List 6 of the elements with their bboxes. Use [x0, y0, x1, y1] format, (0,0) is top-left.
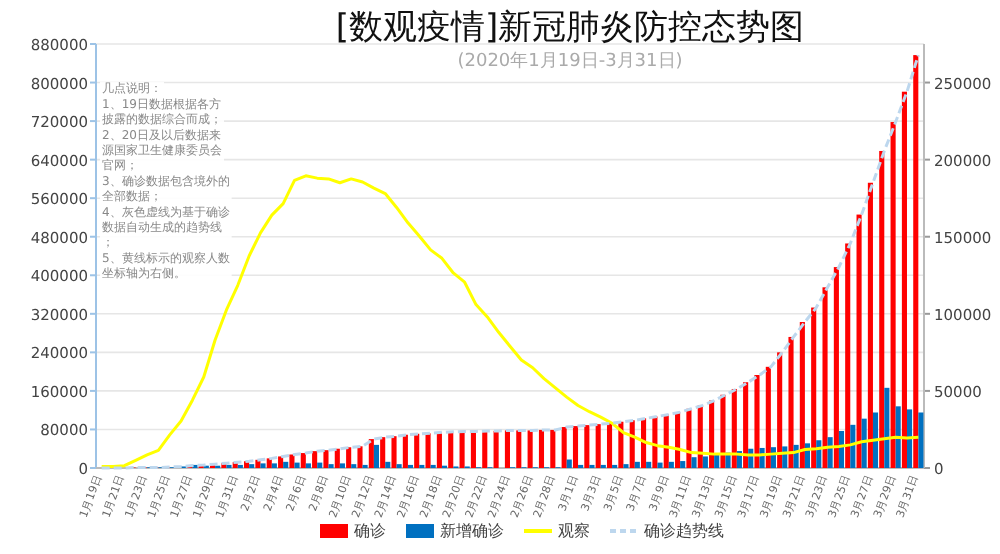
- legend-label: 确诊: [352, 522, 386, 540]
- chart-subtitle: (2020年1月19日-3月31日): [457, 50, 683, 72]
- legend-label: 确诊趋势线: [642, 522, 724, 540]
- chart-title: [数观疫情]新冠肺炎防控态势图: [335, 8, 805, 48]
- legend-label: 观察: [558, 522, 590, 540]
- legend-label: 新增确诊: [440, 522, 504, 540]
